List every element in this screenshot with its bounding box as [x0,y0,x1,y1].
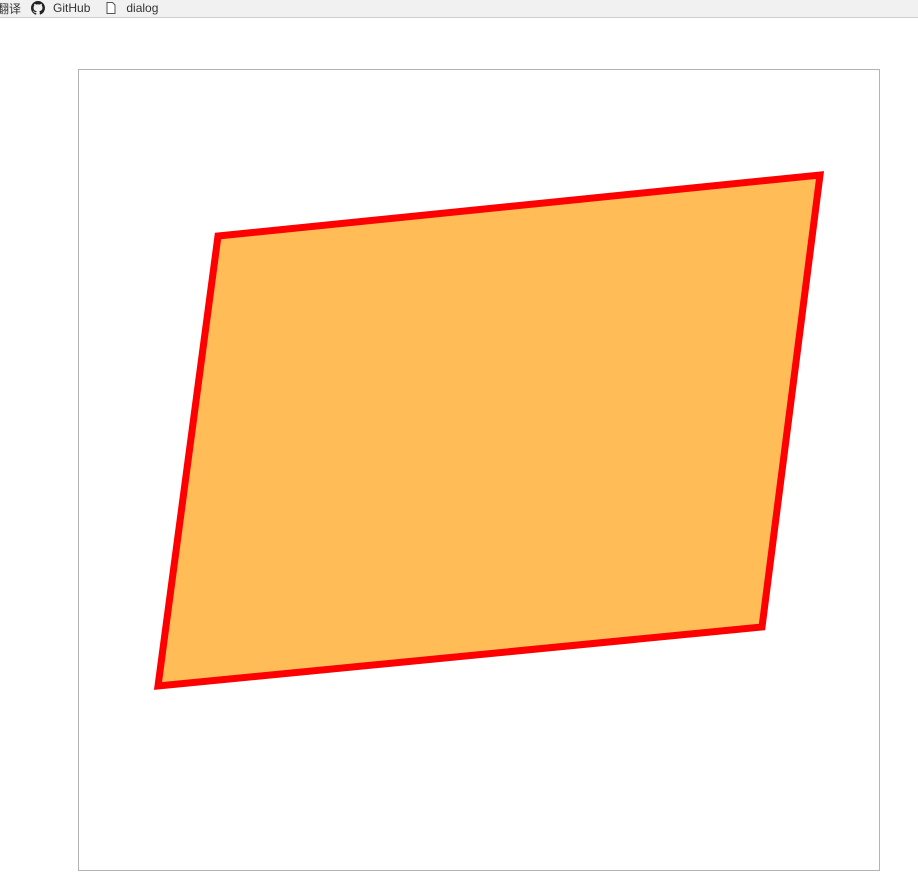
bookmark-dialog-label: dialog [126,1,159,15]
bookmarks-bar: 翻译 GitHub dialog [0,0,918,18]
bookmark-translate-label: 翻译 [0,1,22,16]
bookmark-github-label: GitHub [53,1,91,15]
parallelogram-shape [153,171,825,690]
canvas-svg [153,171,825,690]
bookmark-github[interactable]: GitHub [31,0,90,17]
bookmark-dialog[interactable]: dialog [104,0,158,17]
drawing-canvas[interactable] [78,69,880,871]
github-icon [31,1,46,15]
page-icon [104,1,118,15]
bookmark-translate[interactable]: 翻译 [0,0,21,17]
